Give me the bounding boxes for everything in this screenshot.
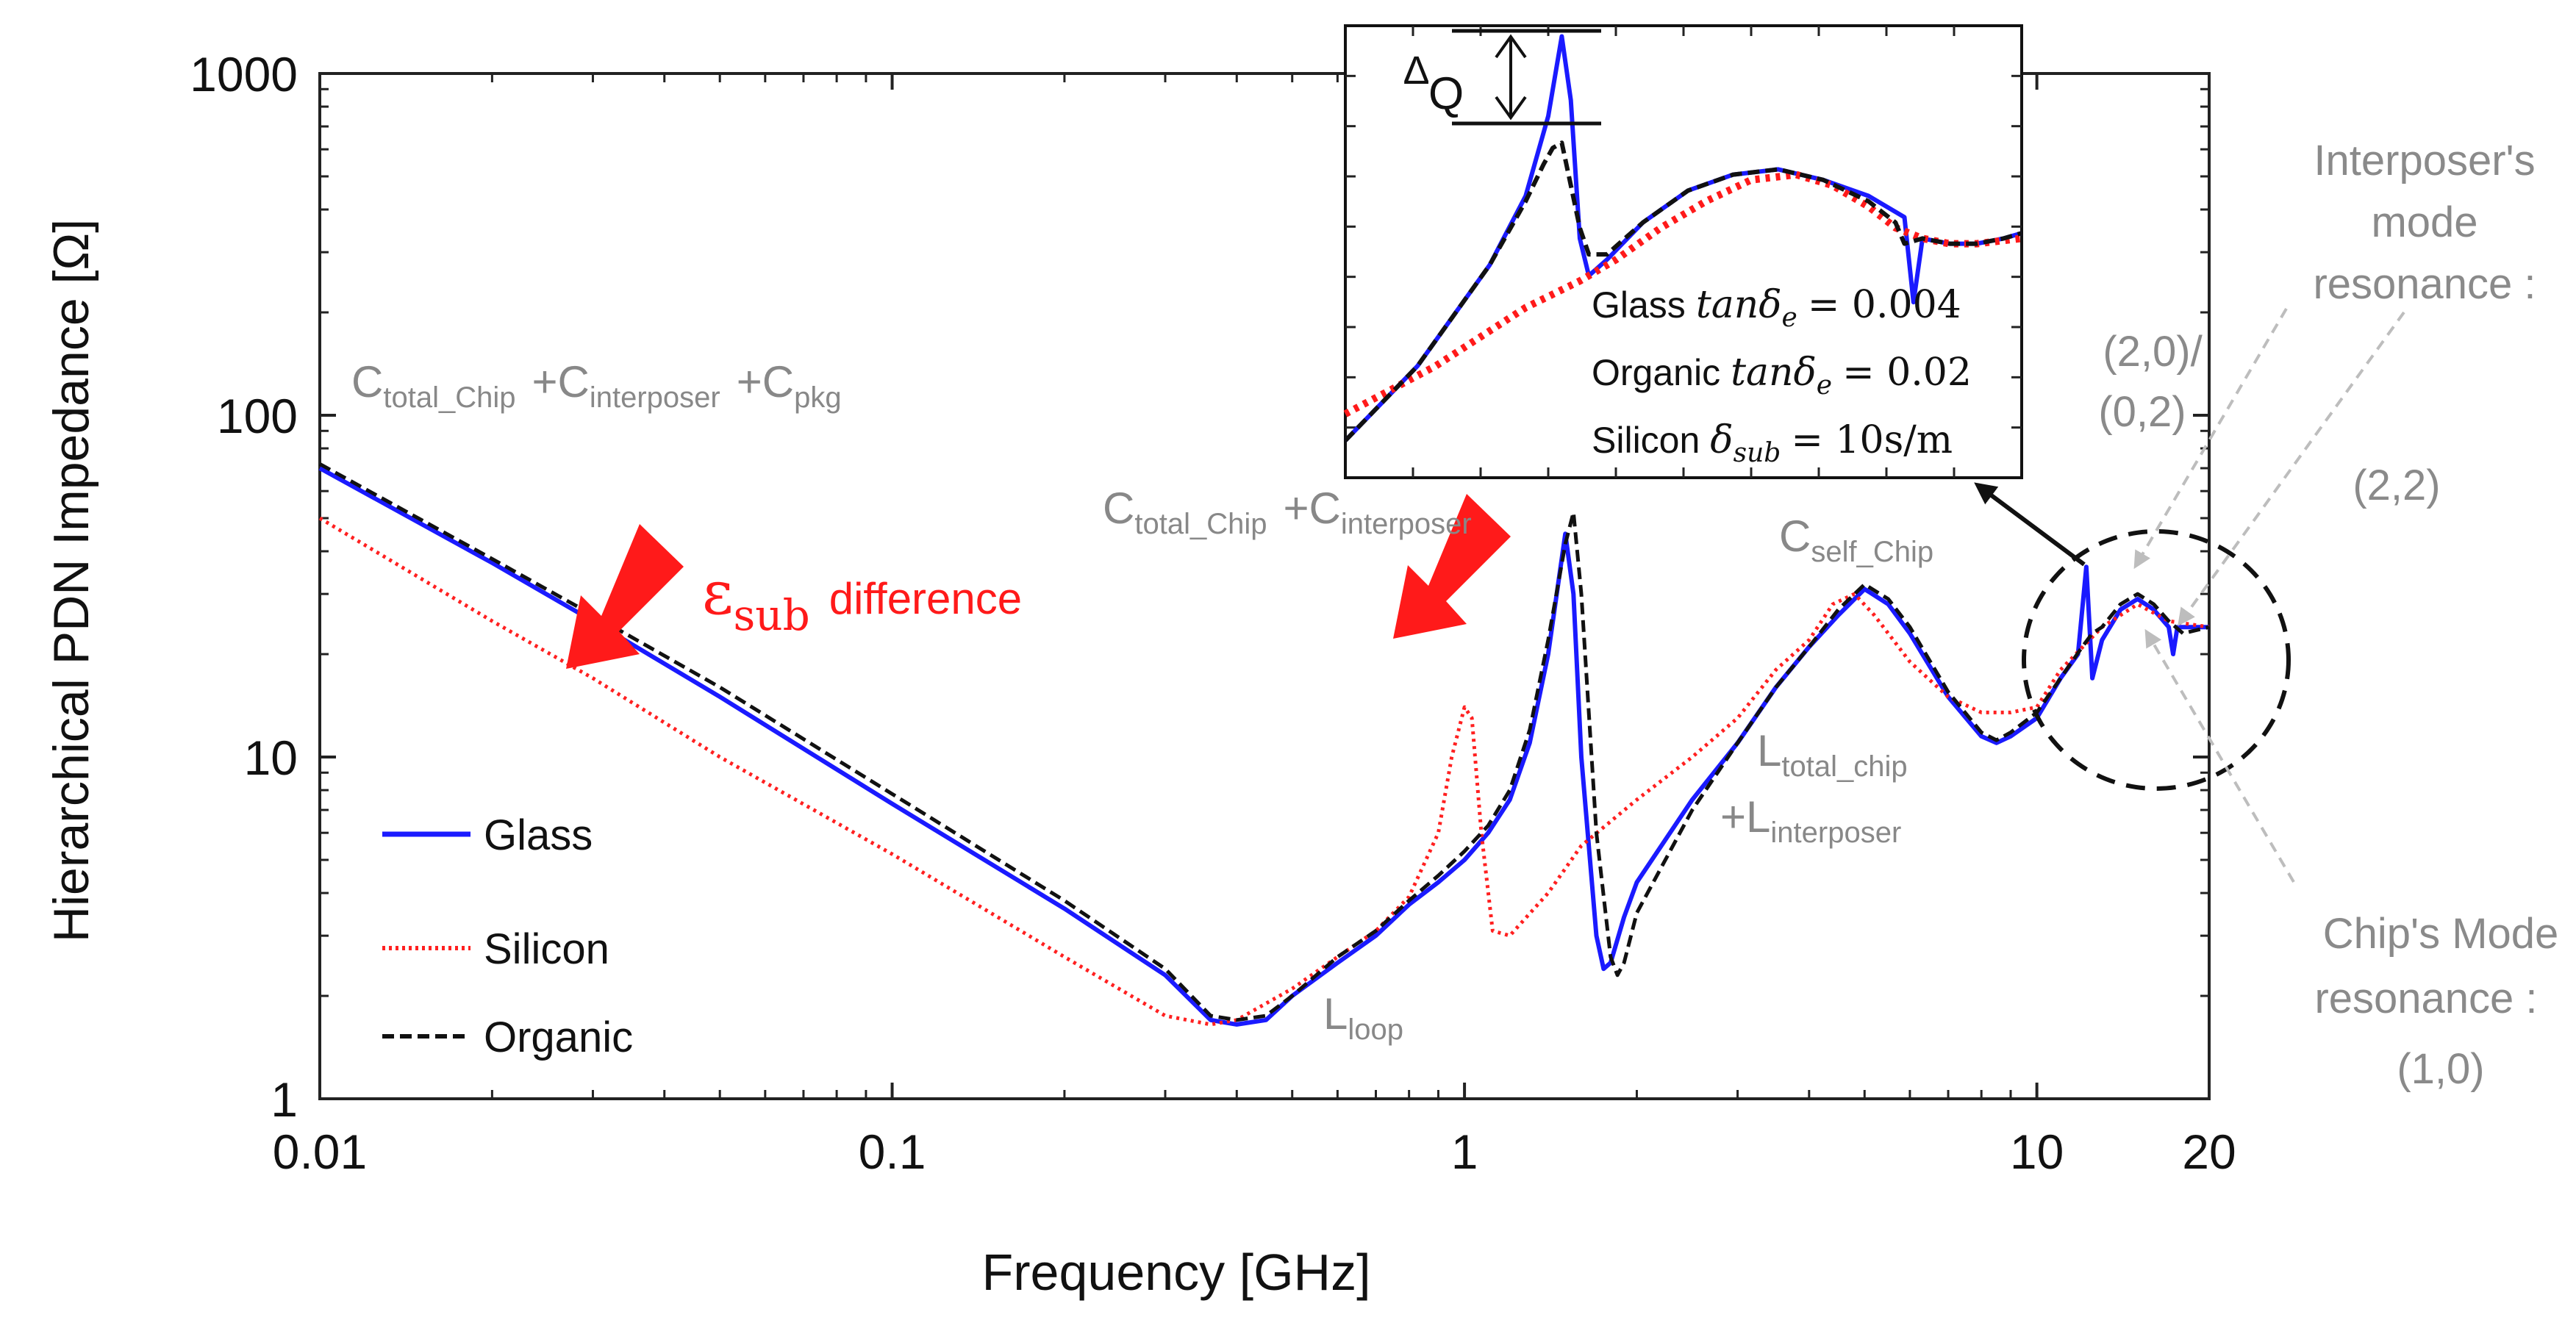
x-tick-label: 0.1 — [859, 1124, 926, 1179]
ann-ltotal-sub: total_chip — [1781, 750, 1907, 783]
ann-lloop: Lloop — [1323, 989, 1403, 1046]
inset-material-glass: Glass tanδe = 0.004 — [1592, 283, 1961, 333]
ann-lloop-sub: loop — [1348, 1014, 1403, 1046]
ann-cap-chip-interposer-term-0: +C — [1283, 484, 1340, 533]
ann-cself: Cself_Chip — [1779, 512, 1933, 568]
series-line-organic — [318, 462, 2210, 1022]
eps-difference-label: εsub difference — [702, 559, 1022, 640]
interposer-mode-line-3: resonance : — [2313, 260, 2536, 308]
x-tick-label: 1 — [1451, 1124, 1478, 1179]
legend-label-organic: Organic — [484, 1014, 633, 1061]
inset-material-symbol: δ — [1710, 418, 1733, 462]
ann-cap-all-term-sub-1: pkg — [794, 381, 842, 414]
interposer-mode-line-1: Interposer's — [2314, 137, 2535, 184]
chip-mode-line-1: Chip's Mode — [2323, 910, 2559, 958]
ann-ltotal-base: L — [1757, 726, 1781, 775]
ann-cap-all-base: C — [351, 357, 383, 406]
inset-material-name: Organic — [1592, 352, 1720, 393]
series-line-silicon — [318, 516, 2210, 1027]
chip-mode-label: Chip's Mode resonance : (1,0) — [2314, 910, 2558, 1093]
x-axis-label: Frequency [GHz] — [981, 1244, 1370, 1301]
plot-frame — [318, 72, 2211, 1100]
y-tick-label: 100 — [217, 389, 298, 443]
inset-material-silicon: Silicon δsub = 10s/m — [1592, 418, 1953, 468]
inset-material-name: Glass — [1592, 284, 1686, 326]
interposer-mode-02: (0,2) — [2098, 388, 2186, 436]
delta-q-arrowhead-bottom — [1495, 96, 1527, 121]
q-symbol: Q — [1428, 68, 1464, 119]
ann-linterposer: +Linterposer — [1720, 792, 1901, 849]
chip-mode-line-2: resonance : — [2314, 975, 2537, 1022]
ann-cap-all-sub: total_Chip — [383, 381, 515, 414]
ann-cap-all-term-1: +C — [737, 357, 794, 406]
pointer-22 — [2178, 311, 2405, 626]
series-group — [318, 462, 2210, 1027]
inset-material-eq: = 0.004 — [1808, 283, 1961, 327]
ann-cap-chip-interposer-base: C — [1103, 484, 1134, 533]
ann-cap-all: Ctotal_Chip +Cinterposer +Cpkg — [351, 357, 842, 414]
y-axis-label: Hierarchical PDN Impedance [Ω] — [43, 219, 99, 942]
x-tick-label: 0.01 — [273, 1124, 367, 1179]
inset-series-organic — [1343, 140, 2022, 442]
inset-material-organic: Organic tanδe = 0.02 — [1592, 351, 1972, 401]
series-line-glass — [318, 466, 2209, 1027]
inset-material-sub: e — [1782, 303, 1797, 333]
inset-delta-q: ∆Q — [1404, 29, 1601, 126]
pointer-inset — [1974, 482, 2086, 567]
legend: Glass Silicon Organic — [382, 811, 633, 1061]
ann-cap-all-term-0: +C — [532, 357, 589, 406]
ann-cself-sub: self_Chip — [1811, 536, 1933, 568]
y-tick-label: 1000 — [190, 47, 298, 101]
delta-symbol: ∆ — [1404, 49, 1428, 93]
legend-label-glass: Glass — [484, 811, 593, 859]
inset-material-symbol: tanδ — [1731, 351, 1817, 395]
interposer-mode-20: (2,0)/ — [2103, 328, 2203, 376]
ann-linterposer-base: +L — [1720, 792, 1770, 842]
ann-cself-base: C — [1779, 512, 1811, 561]
inset-material-symbol: tanδ — [1696, 283, 1782, 327]
chip-mode-line-3: (1,0) — [2397, 1045, 2484, 1093]
interposer-mode-22: (2,2) — [2353, 462, 2440, 509]
inset-series-group — [1343, 34, 2022, 442]
x-tick-label: 10 — [2010, 1124, 2064, 1179]
red-arrow-left — [566, 524, 684, 669]
eps-symbol: ε — [702, 559, 733, 628]
inset-material-eq: = 10s/m — [1791, 418, 1953, 462]
mode-circle — [2022, 529, 2291, 791]
ann-ltotal: Ltotal_chip — [1757, 726, 1908, 783]
eps-sub: sub — [733, 590, 809, 640]
inset-material-sub: e — [1817, 370, 1832, 401]
legend-label-silicon: Silicon — [484, 925, 609, 973]
ann-cap-chip-interposer-term-sub-0: interposer — [1341, 508, 1472, 540]
delta-q-arrowhead-top — [1495, 34, 1527, 59]
ann-cap-chip-interposer-sub: total_Chip — [1134, 508, 1267, 540]
y-tick-label: 10 — [244, 731, 298, 785]
interposer-mode-label: Interposer's mode resonance : (2,0)/ (0,… — [2098, 137, 2536, 509]
pointer-10 — [2144, 628, 2295, 883]
x-tick-label: 20 — [2182, 1124, 2236, 1179]
ann-cap-all-term-sub-0: interposer — [590, 381, 720, 414]
delta-q-label: ∆Q — [1404, 49, 1464, 119]
interposer-mode-line-2: mode — [2371, 198, 2477, 246]
red-arrow-right — [1393, 494, 1511, 639]
inset-material-sub: sub — [1734, 438, 1781, 468]
pointer-20 — [2133, 307, 2288, 570]
ann-lloop-base: L — [1323, 989, 1348, 1039]
ann-cap-chip-interposer: Ctotal_Chip +Cinterposer — [1103, 484, 1472, 540]
ann-linterposer-sub: interposer — [1770, 817, 1901, 849]
inset-material-name: Silicon — [1592, 420, 1700, 461]
inset-material-eq: = 0.02 — [1842, 351, 1972, 395]
y-tick-label: 1 — [271, 1072, 298, 1127]
eps-text: difference — [829, 574, 1022, 623]
